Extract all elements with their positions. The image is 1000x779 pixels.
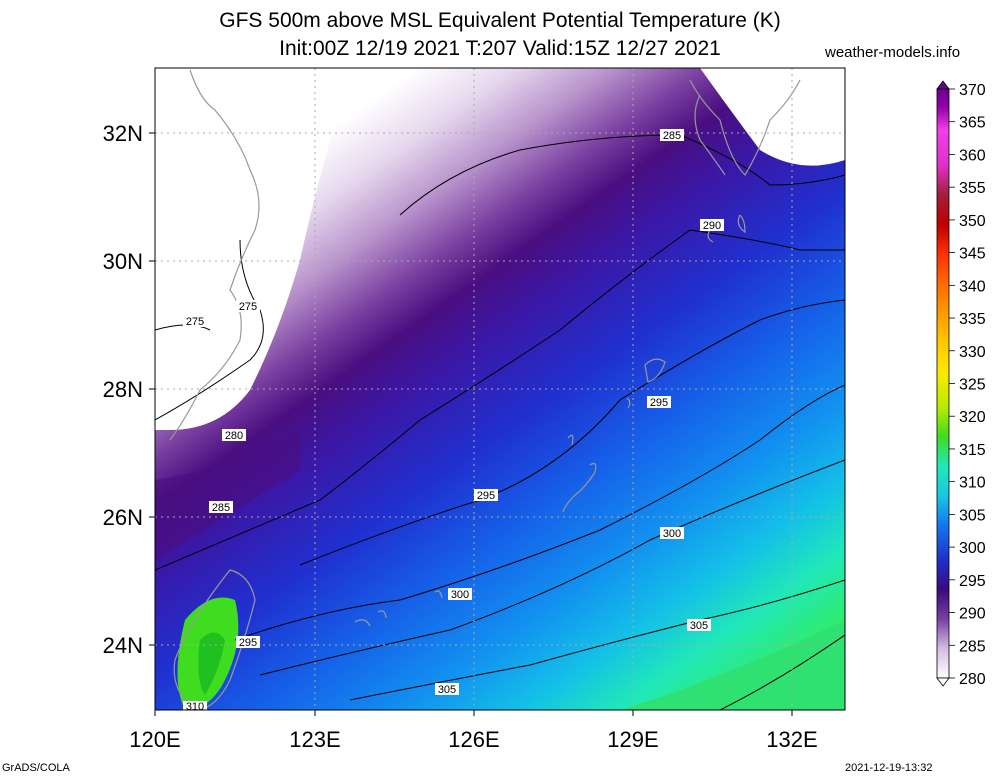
- contour-label: 310: [186, 701, 204, 713]
- contour-label: 300: [451, 589, 469, 601]
- lat-label: 32N: [103, 121, 143, 146]
- colorbar-label: 355: [959, 180, 986, 197]
- contour-label: 305: [438, 684, 456, 696]
- colorbar-label: 325: [959, 377, 986, 394]
- map-title: GFS 500m above MSL Equivalent Potential …: [219, 9, 781, 32]
- colorbar-label: 360: [959, 147, 986, 164]
- contour-label: 275: [186, 316, 204, 328]
- contour-label: 300: [663, 528, 681, 540]
- colorbar-label: 345: [959, 246, 986, 263]
- contour-label: 285: [212, 502, 230, 514]
- colorbar-label: 305: [959, 507, 986, 524]
- colorbar-label: 315: [959, 442, 986, 459]
- coastlines: [169, 69, 801, 710]
- footer-timestamp: 2021-12-19-13:32: [845, 762, 933, 774]
- colorbar-label: 320: [959, 409, 986, 426]
- colorbar-label: 295: [959, 573, 986, 590]
- lon-label: 129E: [607, 727, 658, 752]
- contour-label: 285: [663, 130, 681, 142]
- lat-label: 26N: [103, 505, 143, 530]
- lat-label: 24N: [103, 633, 143, 658]
- colorbar-label: 280: [959, 671, 986, 688]
- footer-credit: GrADS/COLA: [2, 762, 70, 774]
- source-label: weather-models.info: [825, 44, 961, 61]
- map-subtitle: Init:00Z 12/19 2021 T:207 Valid:15Z 12/2…: [279, 37, 721, 60]
- lon-label: 120E: [129, 727, 180, 752]
- longitude-labels: 120E 123E 126E 129E 132E: [129, 727, 817, 752]
- contour-lines: [155, 134, 845, 710]
- contour-label: 295: [650, 397, 668, 409]
- lat-label: 30N: [103, 249, 143, 274]
- colorbar-label: 370: [959, 82, 986, 99]
- colorbar: 370 365 360 355 350 345 340 335 330 325 320 315 310 3…: [936, 80, 986, 688]
- contour-label: 295: [239, 637, 257, 649]
- contour-label-group: 285 290 275 275 280 285 295 295 300 300 …: [183, 129, 724, 713]
- colorbar-label: 330: [959, 344, 986, 361]
- lon-label: 126E: [448, 727, 499, 752]
- lat-label: 28N: [103, 377, 143, 402]
- lon-label: 132E: [766, 727, 817, 752]
- contour-label: 305: [690, 620, 708, 632]
- graticule: [155, 68, 845, 710]
- colorbar-label: 350: [959, 213, 986, 230]
- latitude-labels: 32N 30N 28N 26N 24N: [103, 121, 143, 658]
- contour-label: 275: [239, 301, 257, 313]
- colorbar-label: 335: [959, 311, 986, 328]
- colorbar-label: 310: [959, 475, 986, 492]
- colorbar-label: 300: [959, 540, 986, 557]
- contour-label: 280: [225, 430, 243, 442]
- axis-ticks: [149, 132, 793, 716]
- contour-label: 295: [477, 490, 495, 502]
- colorbar-label: 285: [959, 638, 986, 655]
- contour-label: 290: [703, 220, 721, 232]
- lon-label: 123E: [289, 727, 340, 752]
- colorbar-label: 290: [959, 606, 986, 623]
- colorbar-label: 340: [959, 278, 986, 295]
- colorbar-label: 365: [959, 115, 986, 132]
